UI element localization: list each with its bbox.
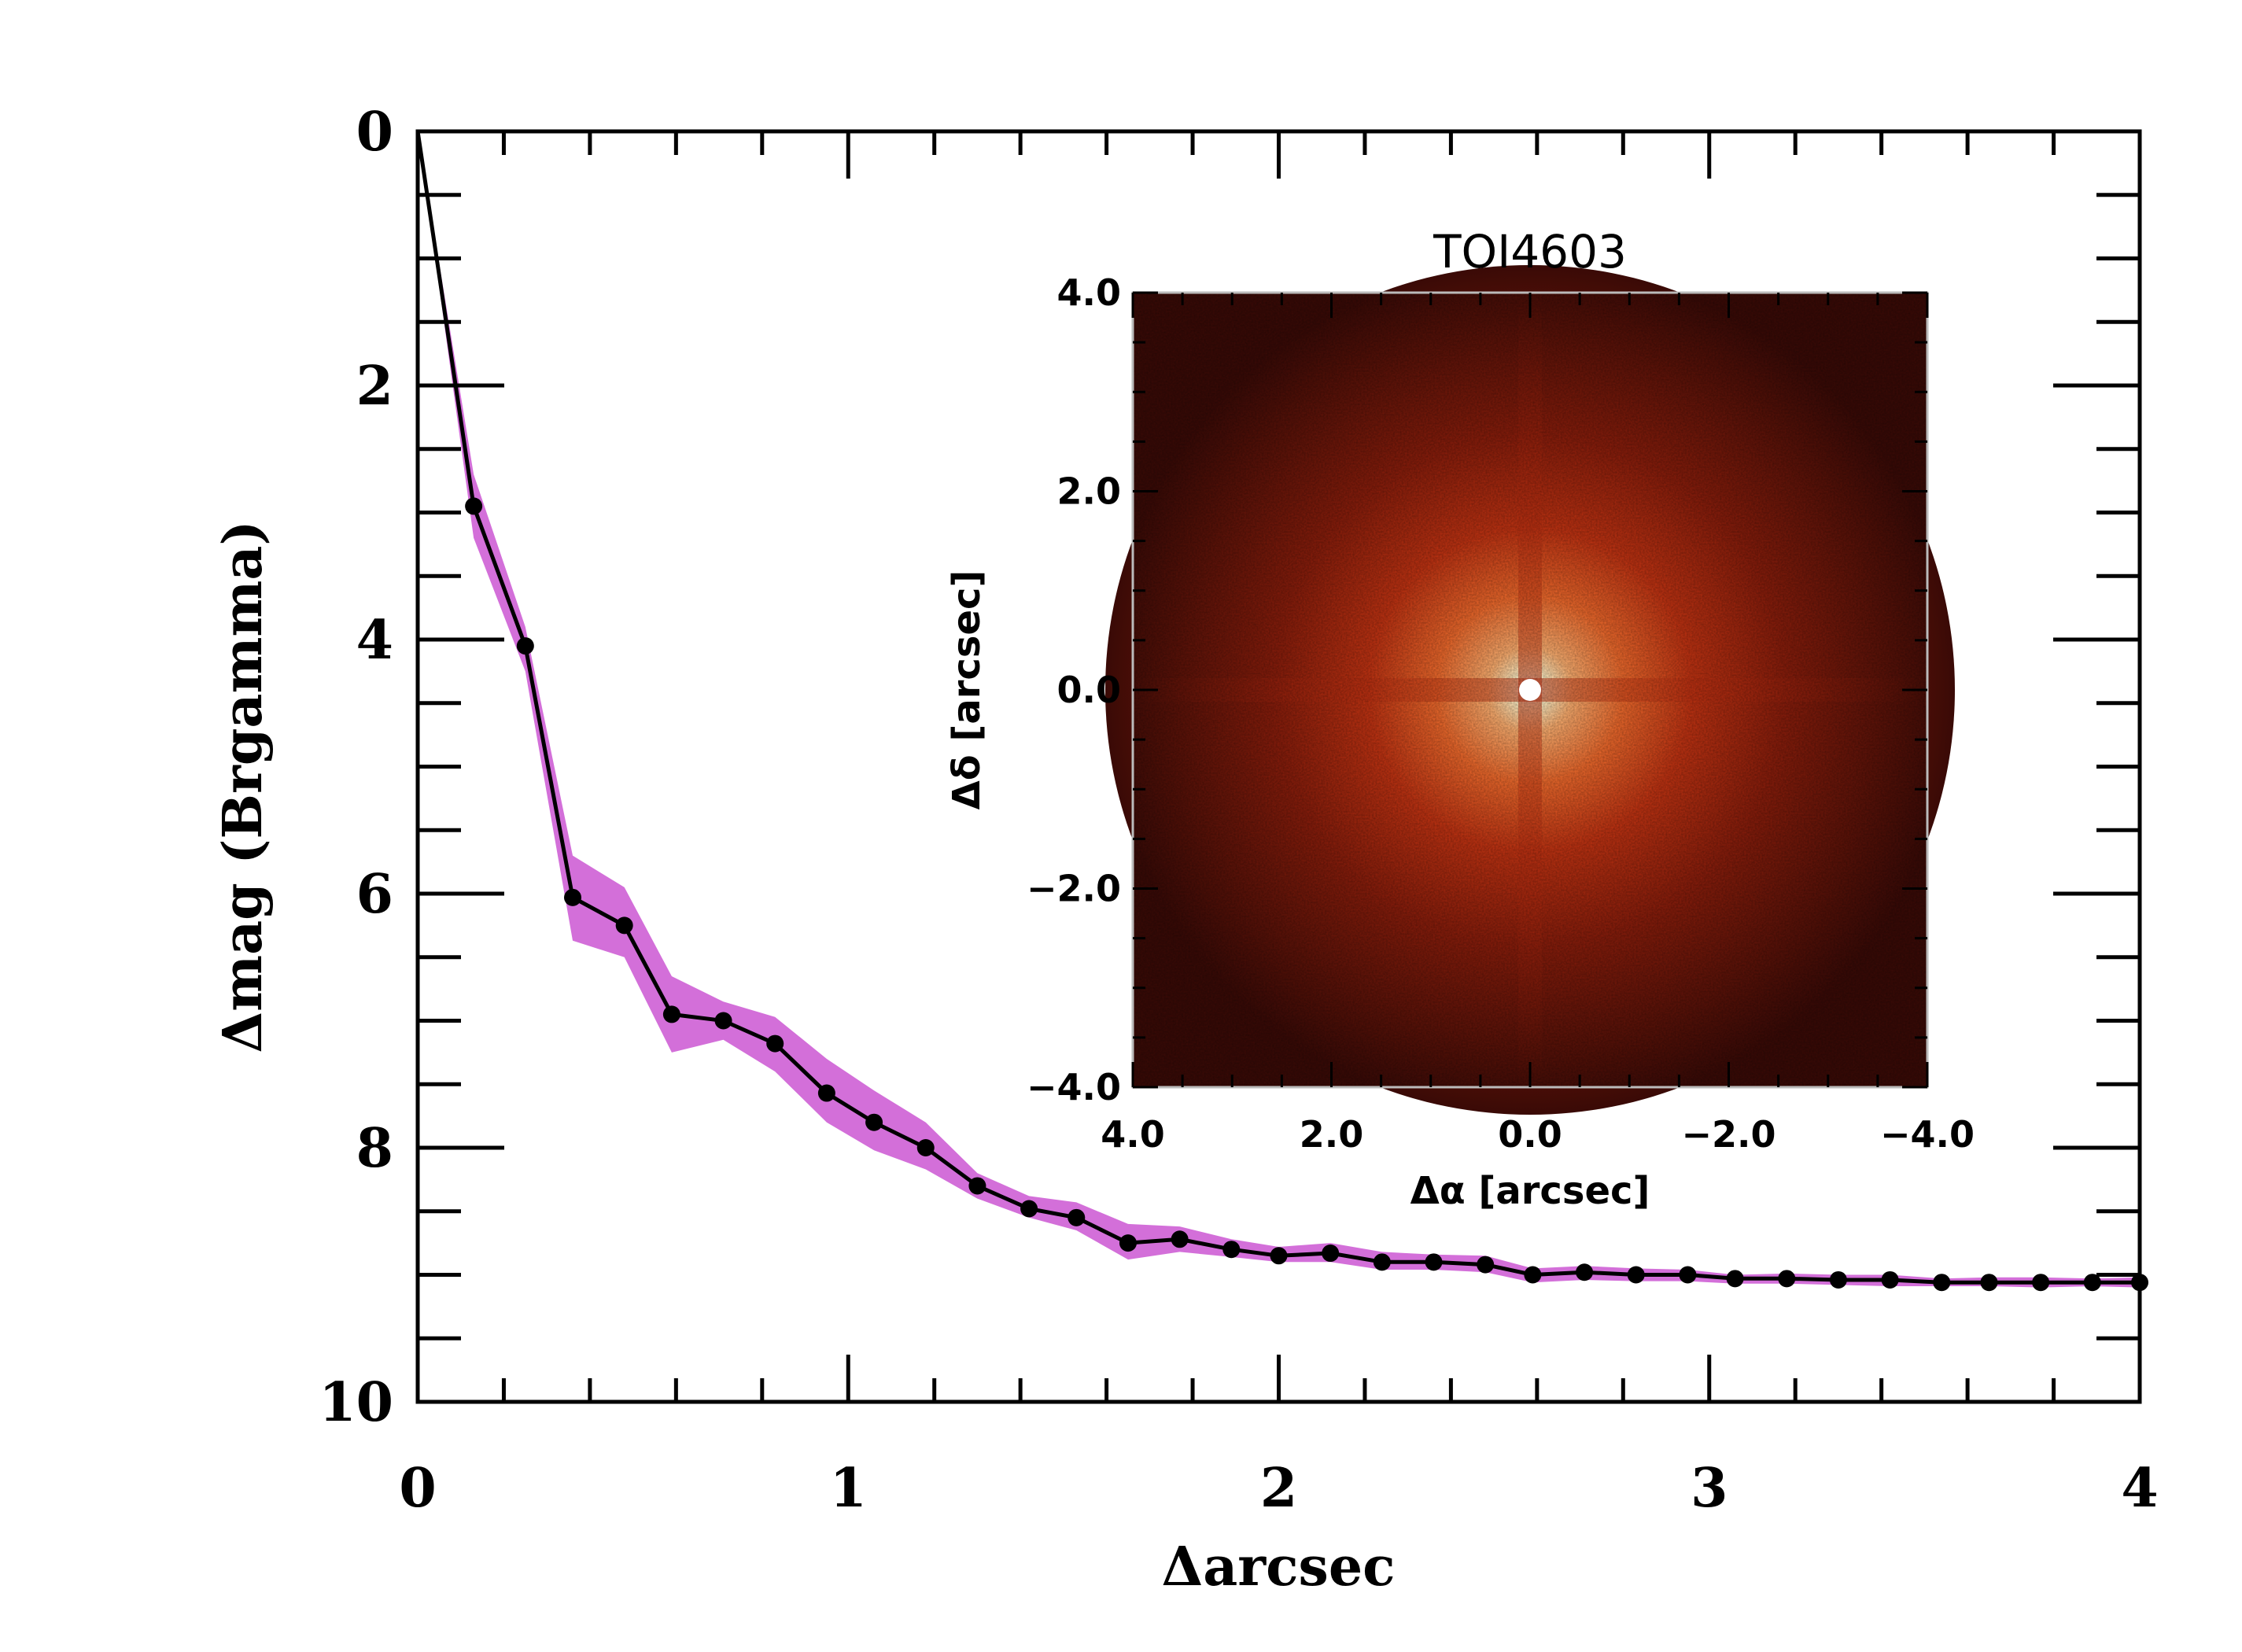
inset-x-tick-labels: 4.0 2.0 0.0 −2.0 −4.0 [1101,1113,1975,1156]
data-point [1425,1253,1443,1271]
y-tick-label: 6 [356,863,393,926]
inset-y-tick-label: 2.0 [1057,470,1122,513]
data-point [1881,1270,1899,1289]
data-point [766,1034,784,1053]
x-tick-label: 3 [1691,1457,1728,1520]
data-point [1477,1256,1495,1274]
data-point [1726,1270,1744,1288]
data-point [1829,1270,1847,1289]
data-point [1270,1247,1288,1265]
contrast-curve-points [465,497,2148,1292]
data-point [714,1012,732,1030]
inset-y-tick-labels: 4.0 2.0 0.0 −2.0 −4.0 [1027,271,1121,1108]
inset-x-axis-title: Δα [arcsec] [1410,1169,1650,1213]
y-tick-label: 4 [356,609,393,672]
y-tick-label: 2 [356,355,393,418]
psf-core [1519,679,1541,701]
x-axis-title: Δarcsec [1161,1536,1395,1599]
data-point [968,1177,986,1195]
data-point [615,916,633,935]
inset-image-panel: 4.0 2.0 0.0 −2.0 −4.0 4.0 2.0 0.0 −2.0 −4.0 TOI4… [945,225,1975,1213]
inset-x-tick-label: 4.0 [1101,1113,1165,1156]
inset-x-tick-label: 0.0 [1498,1113,1562,1156]
data-point [662,1005,680,1023]
y-tick-label: 10 [319,1371,393,1434]
inset-y-axis-title: Δδ [arcsec] [945,570,989,810]
inset-axis-ticks [1131,291,1929,1089]
x-tick-label: 0 [399,1457,436,1520]
inset-y-tick-label: −4.0 [1027,1066,1121,1108]
main-axis-ticks [415,129,2142,1404]
data-point [1373,1253,1391,1271]
data-point [1068,1208,1086,1226]
x-tick-label: 4 [2121,1457,2158,1520]
data-point [2083,1274,2101,1292]
inset-title: TOI4603 [1433,225,1627,278]
inset-x-tick-label: −4.0 [1880,1113,1975,1156]
data-point [516,637,534,655]
data-point [465,497,483,515]
data-point [817,1084,835,1102]
x-tick-label: 2 [1260,1457,1297,1520]
y-tick-labels: 0 2 4 6 8 10 [319,101,393,1434]
data-point [916,1139,935,1156]
inset-y-tick-label: −2.0 [1027,868,1121,910]
y-tick-label: 0 [356,101,393,164]
inset-x-tick-label: 2.0 [1300,1113,1364,1156]
data-point [1627,1266,1645,1284]
y-tick-label: 8 [356,1117,393,1180]
data-point [564,888,582,906]
data-point [1222,1241,1241,1259]
x-tick-label: 1 [830,1457,867,1520]
main-plot: 0 1 2 3 4 0 2 4 6 8 10 Δarcsec Δmag (Brgamma) [212,101,2159,1599]
data-point [865,1113,883,1131]
data-point [1524,1266,1542,1284]
data-point [2032,1274,2050,1292]
data-point [1778,1270,1796,1288]
inset-x-tick-label: −2.0 [1681,1113,1776,1156]
data-point [1020,1200,1038,1218]
data-point [1933,1274,1951,1292]
data-point [1171,1230,1189,1248]
inset-y-tick-label: 4.0 [1057,271,1122,314]
data-point [1980,1274,1998,1292]
data-point [1576,1263,1594,1281]
x-tick-labels: 0 1 2 3 4 [399,1457,2158,1520]
data-point [1679,1266,1697,1284]
data-point [1322,1245,1340,1263]
data-point [1119,1234,1137,1252]
y-axis-title: Δmag (Brgamma) [212,520,275,1053]
inset-y-tick-label: 0.0 [1057,669,1122,711]
